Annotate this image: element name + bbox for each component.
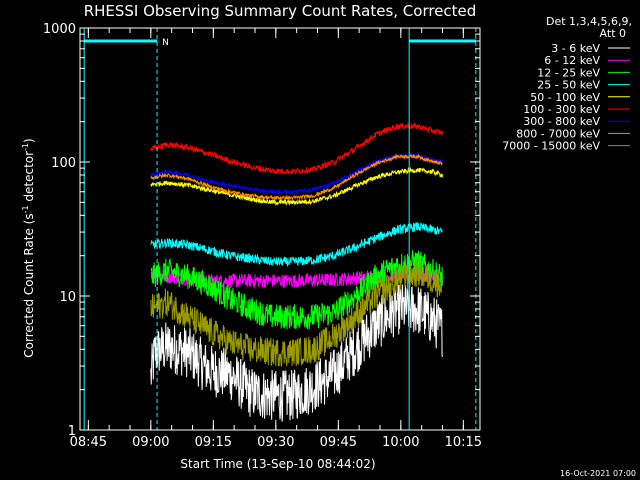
series-layer — [150, 122, 443, 422]
series-line-4 — [150, 166, 443, 207]
legend-item-label: 6 - 12 keV — [544, 54, 600, 67]
y-tick-label: 100 — [51, 156, 76, 171]
series-line-5 — [150, 122, 443, 175]
x-tick-label: 10:15 — [445, 435, 482, 450]
y-axis-label-sup-2: -1 — [21, 143, 30, 151]
series-line-3 — [150, 222, 443, 267]
legend-item-label: 300 - 800 keV — [523, 115, 600, 128]
x-tick-label: 08:45 — [70, 435, 107, 450]
annotation-layer: N — [83, 28, 477, 430]
legend-item-label: 3 - 6 keV — [551, 42, 600, 55]
legend-item-label: 800 - 7000 keV — [516, 127, 600, 140]
y-axis-label-end: ) — [22, 138, 36, 143]
y-tick-label: 1 — [68, 424, 76, 439]
x-tick-label: 09:15 — [195, 435, 232, 450]
legend-item-label: 100 - 300 keV — [523, 103, 600, 116]
chart-title: RHESSI Observing Summary Count Rates, Co… — [84, 2, 477, 20]
y-tick-label: 10 — [59, 290, 76, 305]
legend-detectors: Det 1,3,4,5,6,9, — [546, 15, 632, 28]
legend-item-label: 50 - 100 keV — [530, 91, 600, 104]
x-tick-label: 09:45 — [320, 435, 357, 450]
night-label: N — [162, 38, 169, 48]
series-line-7 — [150, 153, 443, 202]
x-axis-label: Start Time (13-Sep-10 08:44:02) — [180, 457, 375, 471]
generation-timestamp: 16-Oct-2021 07:00 — [560, 469, 636, 478]
series-line-2 — [150, 250, 443, 330]
x-tick-label: 09:00 — [132, 435, 169, 450]
legend-item-label: 25 - 50 keV — [537, 79, 600, 92]
y-axis-label-mid: detector — [22, 151, 36, 206]
legend-item-label: 12 - 25 keV — [537, 66, 600, 79]
legend-item-label: 7000 - 15000 keV — [502, 140, 600, 153]
svg-text:Corrected Count Rate (s-1 dete: Corrected Count Rate (s-1 detector-1) — [21, 138, 36, 357]
x-tick-label: 09:30 — [257, 435, 294, 450]
series-line-0 — [150, 283, 443, 422]
plot-frame — [79, 27, 481, 431]
legend-attenuator: Att 0 — [600, 27, 626, 40]
y-axis-label-sup-1: -1 — [21, 205, 30, 213]
y-axis-label: Corrected Count Rate (s-1 detector-1) — [21, 138, 36, 357]
x-tick-label: 10:00 — [382, 435, 419, 450]
y-tick-label: 1000 — [43, 22, 76, 37]
axes-layer: 1 10 100 1000 08:45 09:00 09:15 09:30 09:45 10:00… — [43, 22, 482, 450]
series-line-8 — [150, 258, 443, 367]
y-axis-label-main: Corrected Count Rate (s — [22, 213, 36, 357]
